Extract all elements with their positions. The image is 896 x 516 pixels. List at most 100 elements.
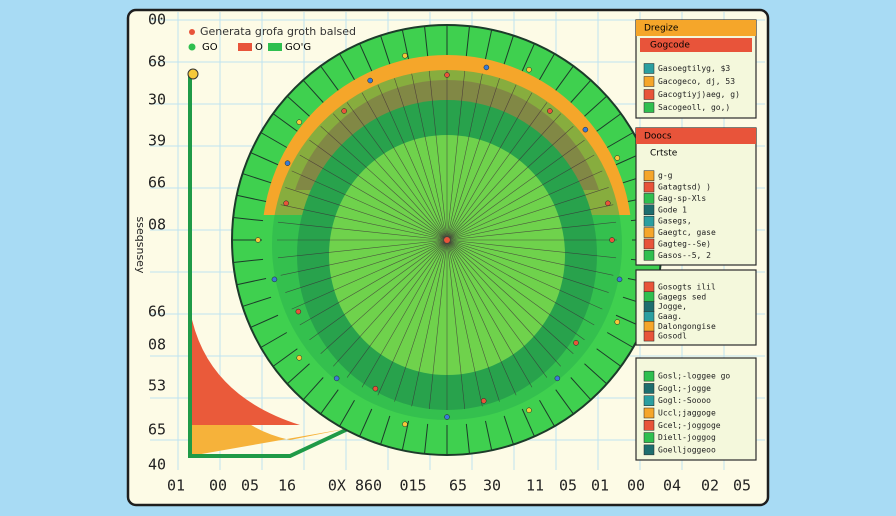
node bbox=[609, 237, 615, 243]
x-tick-label: 01 bbox=[591, 477, 609, 495]
panel-subheader bbox=[640, 146, 752, 160]
ring-spoke bbox=[584, 95, 608, 117]
ray bbox=[446, 92, 533, 241]
panel-row: Gaegtc, gase bbox=[658, 228, 716, 237]
panels: Dregize Gogcode Gasoegtilyg, $3 Gacogeco, d… bbox=[635, 19, 757, 461]
ring-spoke bbox=[359, 43, 373, 72]
ring-spoke bbox=[424, 423, 429, 454]
ray bbox=[394, 239, 448, 402]
ray bbox=[320, 126, 448, 241]
panel-row: Gasegs, bbox=[658, 217, 692, 226]
ray bbox=[446, 70, 466, 241]
swatch bbox=[643, 63, 655, 74]
node bbox=[444, 414, 450, 420]
ray bbox=[446, 239, 595, 326]
panel bbox=[635, 19, 757, 119]
panel-row: g-g bbox=[658, 171, 673, 180]
ring-spoke bbox=[570, 377, 592, 401]
panel-row: Gosogts ilil bbox=[658, 282, 716, 291]
ray bbox=[277, 239, 448, 259]
x-tick-label: 16 bbox=[278, 477, 296, 495]
ring-spoke bbox=[286, 363, 310, 385]
ray bbox=[309, 139, 448, 241]
ray bbox=[446, 239, 533, 388]
ring-spoke bbox=[233, 258, 264, 263]
ray bbox=[446, 154, 595, 241]
panel-row: Goelljoggeoo bbox=[658, 445, 716, 454]
ray bbox=[446, 239, 574, 354]
panel bbox=[635, 357, 757, 461]
swatch bbox=[643, 395, 655, 406]
ray bbox=[446, 73, 483, 241]
ray bbox=[394, 78, 448, 241]
legend-swatch bbox=[268, 43, 282, 51]
node bbox=[372, 385, 379, 392]
ray bbox=[309, 239, 448, 341]
ray bbox=[446, 239, 614, 276]
x-tick-label: 05 bbox=[241, 477, 259, 495]
x-tick-label: 05 bbox=[733, 477, 751, 495]
y-tick-label: 39 bbox=[148, 132, 166, 150]
ray bbox=[333, 113, 448, 241]
panel-subtitle: Crtste bbox=[650, 149, 678, 159]
y-tick-label: 53 bbox=[148, 377, 166, 395]
swatch bbox=[643, 330, 655, 342]
panel-row: Gag-sp-Xls bbox=[658, 194, 706, 203]
ray bbox=[291, 239, 448, 310]
ray bbox=[285, 239, 448, 293]
node bbox=[526, 407, 532, 414]
panel-title: Doocs bbox=[644, 132, 672, 142]
dot bbox=[187, 68, 199, 80]
node bbox=[255, 237, 261, 243]
ring-spoke bbox=[521, 408, 535, 437]
panel-subheader bbox=[640, 38, 752, 52]
ray bbox=[446, 239, 609, 293]
x-tick-label: 01 bbox=[167, 477, 185, 495]
ray bbox=[446, 239, 585, 341]
ray bbox=[446, 170, 603, 241]
ray bbox=[446, 102, 548, 241]
dot bbox=[189, 29, 195, 35]
panel-row: Gosl;-loggee go bbox=[658, 372, 730, 381]
node bbox=[296, 119, 302, 125]
ray bbox=[446, 239, 500, 402]
ray bbox=[446, 239, 548, 378]
ray bbox=[446, 221, 617, 241]
line bbox=[188, 74, 351, 458]
node bbox=[402, 52, 408, 59]
swatch bbox=[643, 311, 655, 322]
swatch bbox=[643, 89, 655, 100]
node bbox=[333, 375, 340, 382]
swatch bbox=[643, 420, 655, 431]
ring-spoke bbox=[320, 65, 339, 91]
ray bbox=[411, 73, 448, 241]
ring-spoke bbox=[584, 363, 608, 385]
ray bbox=[446, 204, 614, 241]
node bbox=[526, 66, 532, 73]
legend-label: GO'G bbox=[285, 42, 311, 53]
node bbox=[480, 398, 487, 404]
ray bbox=[446, 187, 609, 241]
panel-header bbox=[636, 128, 756, 144]
node bbox=[341, 108, 347, 114]
x-tick-label: 00 bbox=[209, 477, 227, 495]
node bbox=[554, 375, 561, 382]
ray bbox=[446, 239, 603, 310]
swatch bbox=[643, 291, 655, 302]
legend-label: GO bbox=[202, 42, 218, 53]
swatch bbox=[643, 215, 655, 227]
ring-spoke bbox=[272, 348, 298, 367]
node bbox=[283, 200, 289, 207]
ring-spoke bbox=[424, 26, 429, 57]
node bbox=[616, 276, 623, 283]
swatch bbox=[643, 250, 655, 261]
ray bbox=[446, 139, 585, 241]
swatch bbox=[643, 181, 655, 193]
ray bbox=[299, 239, 448, 326]
panel-row: Gode 1 bbox=[658, 205, 687, 214]
y-tick-label: 08 bbox=[148, 216, 166, 234]
ray bbox=[446, 239, 561, 367]
ring-spoke bbox=[570, 79, 592, 103]
ring-spoke bbox=[380, 415, 391, 445]
ray bbox=[280, 204, 448, 241]
